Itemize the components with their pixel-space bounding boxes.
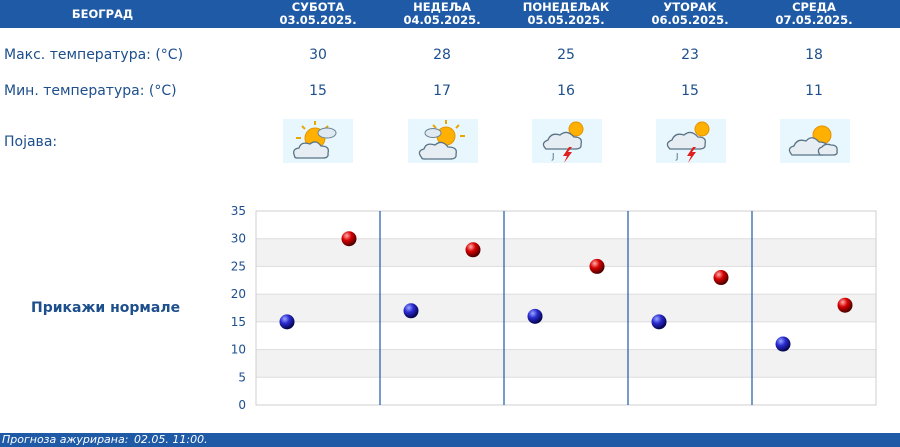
min-temp-value: 11 — [805, 83, 823, 99]
header-day-3: ПОНЕДЕЉАК 05.05.2025. — [506, 0, 626, 28]
header-day-5: СРЕДА 07.05.2025. — [754, 0, 874, 28]
y-tick-label: 5 — [238, 370, 246, 384]
max-temp-label: Макс. температура: (°C) — [4, 47, 184, 63]
header-day-1: СУБОТА 03.05.2025. — [258, 0, 378, 28]
min-temp-point — [775, 336, 791, 352]
y-tick-label: 25 — [231, 259, 246, 273]
day-date: 06.05.2025. — [651, 13, 729, 27]
max-temp-point — [341, 231, 357, 247]
plot-border — [255, 210, 877, 406]
svg-text:J: J — [675, 152, 678, 161]
y-tick-label: 35 — [231, 204, 246, 218]
day-date: 07.05.2025. — [775, 13, 853, 27]
city-name: БЕОГРАД — [71, 7, 134, 21]
min-temp-point — [403, 303, 419, 319]
day-name: ПОНЕДЕЉАК — [522, 0, 610, 14]
grid-band — [256, 349, 876, 378]
max-temp-value: 28 — [433, 47, 451, 63]
grid-band — [256, 211, 876, 239]
min-temp-value: 16 — [557, 83, 575, 99]
grid-band — [256, 266, 876, 295]
forecast-header: БЕОГРАД СУБОТА 03.05.2025. НЕДЕЉА 04.05.… — [0, 0, 900, 28]
grid-band — [256, 321, 876, 350]
min-temp-value: 15 — [309, 83, 327, 99]
max-temp-value: 23 — [681, 47, 699, 63]
day-date: 04.05.2025. — [403, 13, 481, 27]
thunderstorm-sun-icon: J — [532, 119, 602, 163]
header-day-4: УТОРАК 06.05.2025. — [630, 0, 750, 28]
min-temp-value: 15 — [681, 83, 699, 99]
min-temp-point — [279, 314, 295, 330]
y-tick-label: 10 — [231, 343, 246, 357]
thunderstorm-sun-icon: J — [656, 119, 726, 163]
y-tick-label: 20 — [231, 287, 246, 301]
header-day-2: НЕДЕЉА 04.05.2025. — [382, 0, 502, 28]
show-normals-link[interactable]: Прикажи нормале — [31, 300, 181, 316]
min-temp-point — [651, 314, 667, 330]
min-temp-label: Мин. температура: (°C) — [4, 83, 177, 99]
day-date: 05.05.2025. — [527, 13, 605, 27]
sun-behind-clouds-icon — [408, 119, 478, 163]
partly-cloudy-icon — [780, 119, 850, 163]
max-temp-value: 25 — [557, 47, 575, 63]
min-temp-point — [527, 308, 543, 324]
update-footer: Прогноза ажурирана: 02.05. 11:00. — [0, 433, 900, 447]
day-name: НЕДЕЉА — [413, 0, 471, 14]
day-name: СУБОТА — [291, 0, 345, 14]
max-temp-point — [713, 270, 729, 286]
day-name: СРЕДА — [792, 0, 836, 14]
day-date: 03.05.2025. — [279, 13, 357, 27]
y-tick-label: 15 — [231, 315, 246, 329]
phenomenon-label: Појава: — [4, 134, 58, 150]
svg-text:J: J — [551, 152, 554, 161]
max-temp-value: 30 — [309, 47, 327, 63]
day-name: УТОРАК — [663, 0, 717, 14]
sun-behind-clouds-icon — [283, 119, 353, 163]
max-temp-point — [837, 297, 853, 313]
grid-band — [256, 238, 876, 267]
max-temp-point — [589, 258, 605, 274]
min-temp-value: 17 — [433, 83, 451, 99]
temperature-chart: 0 5 10 15 20 25 30 35 — [231, 204, 877, 412]
updated-label: Прогноза ажурирана: — [2, 433, 129, 446]
grid-band — [256, 377, 876, 405]
grid-band — [256, 294, 876, 322]
y-tick-label: 0 — [238, 398, 246, 412]
y-tick-label: 30 — [231, 232, 246, 246]
max-temp-point — [465, 242, 481, 258]
max-temp-value: 18 — [805, 47, 823, 63]
updated-value: 02.05. 11:00. — [133, 433, 208, 446]
